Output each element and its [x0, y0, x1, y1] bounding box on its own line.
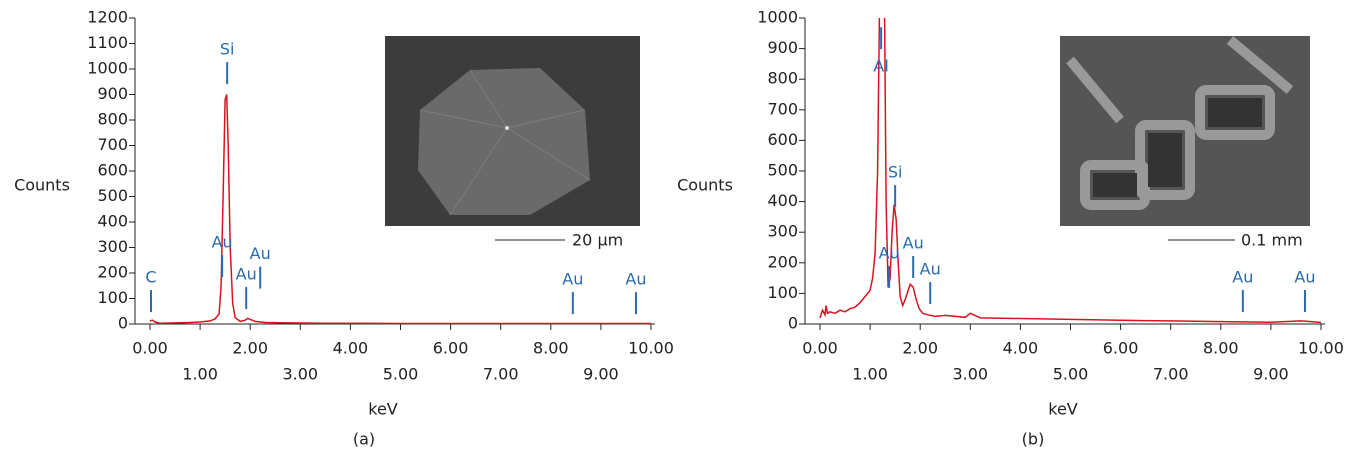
x-tick-label: 3.00	[282, 365, 318, 384]
peak-label: Au	[625, 270, 646, 289]
x-tick-label: 5.00	[1053, 365, 1089, 384]
x-tick-label: 2.00	[902, 339, 938, 358]
y-tick-label: 900	[97, 84, 128, 103]
y-tick-label: 100	[767, 283, 798, 302]
inset-image-a	[385, 36, 640, 226]
y-tick-label: 600	[97, 161, 128, 180]
x-tick-label: 8.00	[533, 339, 569, 358]
y-axis-label: Counts	[14, 176, 70, 195]
peak-label: Al	[873, 57, 888, 76]
spectrum-line	[149, 94, 651, 325]
x-tick-label: 1.00	[182, 365, 218, 384]
x-tick-label: 10.00	[1298, 339, 1344, 358]
y-tick-label: 1200	[87, 8, 128, 27]
x-axis-label: keV	[1048, 400, 1078, 419]
y-tick-label: 800	[767, 69, 798, 88]
y-axis-label: Counts	[677, 176, 733, 195]
peak-label: Au	[1232, 268, 1253, 287]
y-tick-label: 500	[97, 186, 128, 205]
y-tick-label: 400	[97, 212, 128, 231]
y-tick-label: 900	[767, 38, 798, 57]
x-tick-label: 2.00	[232, 339, 268, 358]
peak-label: Au	[562, 270, 583, 289]
y-tick-label: 1100	[87, 33, 128, 52]
x-tick-label: 9.00	[583, 365, 619, 384]
peak-label: Au	[236, 265, 257, 284]
scale-label: 20 µm	[572, 231, 623, 250]
peak-label: C	[145, 268, 156, 287]
x-axis-label: keV	[368, 400, 398, 419]
peak-label: Si	[888, 163, 903, 182]
y-tick-label: 100	[97, 288, 128, 307]
y-tick-label: 200	[97, 263, 128, 282]
scale-label: 0.1 mm	[1241, 231, 1303, 250]
x-tick-label: 10.00	[628, 339, 674, 358]
y-tick-label: 200	[767, 252, 798, 271]
peak-label: Au	[250, 244, 271, 263]
peak-label: Au	[903, 234, 924, 253]
y-tick-label: 400	[767, 191, 798, 210]
y-tick-label: 0	[118, 314, 128, 333]
y-tick-label: 1000	[87, 59, 128, 78]
x-tick-label: 0.00	[132, 339, 168, 358]
x-tick-label: 1.00	[852, 365, 888, 384]
x-tick-label: 7.00	[1153, 365, 1189, 384]
y-tick-label: 500	[767, 161, 798, 180]
y-tick-label: 1000	[757, 8, 798, 27]
x-tick-label: 5.00	[383, 365, 419, 384]
spectrum-line	[819, 18, 1322, 324]
peak-label: Au	[879, 243, 900, 262]
peak-label: Au	[920, 260, 941, 279]
x-tick-label: 4.00	[333, 339, 369, 358]
x-tick-label: 7.00	[483, 365, 519, 384]
peak-label: Au	[212, 233, 233, 252]
x-tick-label: 8.00	[1203, 339, 1239, 358]
y-tick-label: 300	[767, 222, 798, 241]
x-tick-label: 3.00	[952, 365, 988, 384]
x-tick-label: 9.00	[1253, 365, 1289, 384]
y-tick-label: 0	[788, 314, 798, 333]
peak-label: Si	[220, 40, 235, 59]
y-tick-label: 800	[97, 110, 128, 129]
x-tick-label: 0.00	[802, 339, 838, 358]
x-tick-label: 6.00	[433, 339, 469, 358]
y-tick-label: 600	[767, 130, 798, 149]
peak-label: Au	[1294, 268, 1315, 287]
caption: (a)	[353, 430, 375, 449]
y-tick-label: 700	[767, 99, 798, 118]
y-tick-label: 700	[97, 135, 128, 154]
x-tick-label: 6.00	[1103, 339, 1139, 358]
inset-image-b	[1060, 36, 1310, 226]
x-tick-label: 4.00	[1003, 339, 1039, 358]
y-tick-label: 300	[97, 237, 128, 256]
caption: (b)	[1022, 430, 1045, 449]
